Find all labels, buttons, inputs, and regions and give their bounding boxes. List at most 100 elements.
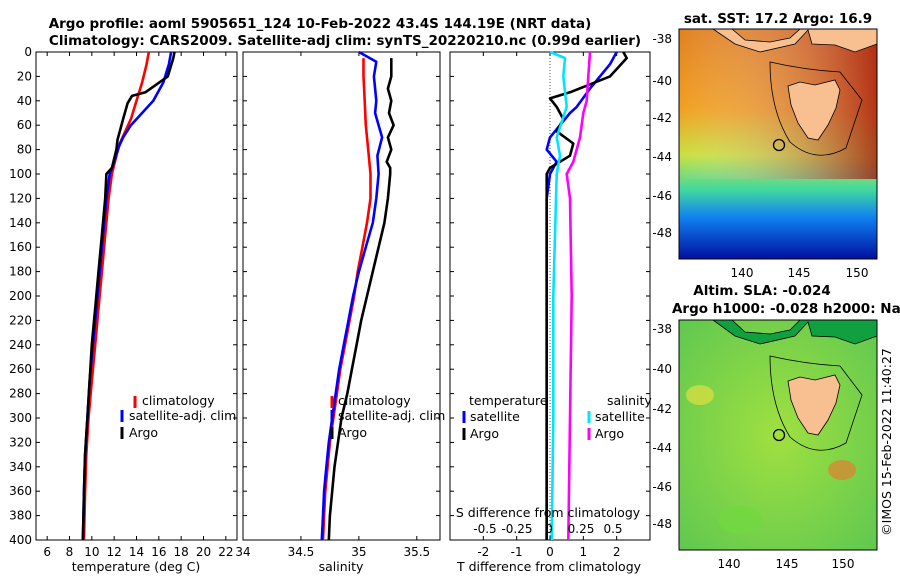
salinity-series: [320, 50, 395, 541]
australia-mainland: [711, 319, 878, 345]
x-tick-label: 12: [107, 545, 122, 559]
temperature-xlabel: temperature (deg C): [72, 559, 201, 574]
lat-tick: -48: [652, 517, 672, 531]
temperature-panel: 0 20 40 60 80 100 120 140 160 180 200 220 240 260 280 3…: [9, 45, 238, 574]
depth-tick-label: 200: [9, 289, 32, 303]
lon-tick: 145: [776, 557, 799, 571]
x-tick-label: 14: [129, 545, 144, 559]
x-tick-label: 18: [174, 545, 189, 559]
lat-tick: -38: [652, 322, 672, 336]
sla-field: [679, 320, 877, 550]
lon-tick: 140: [718, 557, 741, 571]
figure-title-line2: Climatology: CARS2009. Satellite-adj cli…: [49, 33, 641, 49]
depth-tick-label: 100: [9, 167, 32, 181]
x-tick-label: 2: [613, 545, 621, 559]
lat-tick: -42: [652, 402, 672, 416]
depth-tick-label: 0: [24, 45, 32, 59]
tasmania: [787, 374, 841, 436]
temperature-series: [81, 51, 176, 541]
salinity-axes-frame: [242, 51, 441, 541]
x-tick-label: 34: [235, 545, 250, 559]
series-line-argo: [81, 51, 176, 541]
lat-tick: -48: [652, 226, 672, 240]
legend-label-climatology: climatology: [142, 393, 215, 408]
series-line-argo: [327, 58, 395, 541]
legend-label-temp-argo: Argo: [470, 426, 499, 441]
salinity-depth-ticks: [243, 51, 440, 541]
depth-axis-ticks: 0 20 40 60 80 100 120 140 160 180 200 220 240 260 280 3…: [9, 45, 237, 547]
series-line-salinity-argo: [565, 51, 592, 541]
sla-map-title-line2: Argo h1000: -0.028 h2000: NaN: [672, 301, 900, 317]
sla-map-frame: [678, 319, 878, 551]
x-tick-label: 22: [218, 545, 233, 559]
difference-series: [545, 50, 629, 541]
depth-tick-label: 220: [9, 313, 32, 327]
x-tick-label: 10: [84, 545, 99, 559]
depth-tick-label: 260: [9, 362, 32, 376]
x-tick-label: 35: [351, 545, 366, 559]
legend-label-argo: Argo: [129, 425, 158, 440]
lat-tick: -46: [652, 189, 672, 203]
australia-mainland: [711, 28, 878, 53]
difference-panel: -2 -1 0 1 2 T difference from climatology S …: [449, 50, 652, 574]
depth-tick-label: 80: [17, 143, 32, 157]
x-tick-label: -1: [511, 545, 523, 559]
s-tick: 0.25: [568, 522, 595, 536]
t-difference-axis-ticks: -2 -1 0 1 2: [477, 52, 620, 559]
sst-map-title: sat. SST: 17.2 Argo: 16.9: [684, 11, 872, 27]
series-line-temperature-argo: [545, 51, 629, 540]
sst-map-frame: [678, 28, 878, 260]
lon-tick: 150: [846, 266, 869, 280]
sla-map-title-line1: Altim. SLA: -0.024: [693, 283, 830, 299]
legend-label-temp-satellite: satellite: [470, 409, 520, 424]
x-tick-label: -2: [477, 545, 489, 559]
x-tick-label: 16: [151, 545, 166, 559]
figure-title-line1: Argo profile: aoml 5905651_124 10-Feb-20…: [49, 16, 592, 32]
lat-tick: -42: [652, 111, 672, 125]
legend-title-temperature: temperature: [469, 393, 548, 408]
depth-tick-label: 380: [9, 509, 32, 523]
x-tick-label: 35.5: [403, 545, 430, 559]
depth-tick-label: 140: [9, 216, 32, 230]
depth-tick-label: 280: [9, 387, 32, 401]
x-tick-label: 34.5: [288, 545, 315, 559]
argo-position-marker: [772, 138, 786, 152]
x-tick-label: 6: [43, 545, 51, 559]
lat-tick: -46: [652, 480, 672, 494]
lat-tick: -40: [652, 74, 672, 88]
tasmania: [787, 79, 841, 141]
difference-depth-ticks: [450, 51, 650, 541]
lon-tick: 140: [731, 266, 754, 280]
series-line-climatology: [321, 58, 372, 541]
temperature-axis-ticks: 6 8 10 12 14 16 18 20 22: [43, 52, 233, 559]
legend-label-sal-argo: Argo: [595, 426, 624, 441]
legend-title-salinity: salinity: [607, 393, 652, 408]
t-difference-xlabel: T difference from climatology: [456, 559, 642, 574]
depth-tick-label: 180: [9, 265, 32, 279]
legend-label-sal-satellite: satellite: [595, 409, 645, 424]
x-tick-label: 8: [66, 545, 74, 559]
depth-tick-label: 40: [17, 94, 32, 108]
lat-tick: -44: [652, 150, 672, 164]
salinity-panel: 34 34.5 35 35.5 salinity climatology satell…: [235, 50, 445, 574]
depth-tick-label: 360: [9, 484, 32, 498]
sst-bathymetry-contour: [769, 61, 863, 156]
credit-stamp: ©IMOS 15-Feb-2022 11:40:27: [879, 348, 894, 536]
sla-map-panel: Altim. SLA: -0.024 Argo h1000: -0.028 h2…: [652, 283, 900, 571]
s-tick: 0.5: [603, 522, 622, 536]
lat-tick: -40: [652, 362, 672, 376]
depth-tick-label: 20: [17, 69, 32, 83]
sst-map-xticks: 140 145 150: [731, 266, 869, 280]
salinity-xlabel: salinity: [319, 559, 364, 574]
lat-tick: -38: [652, 32, 672, 46]
sla-anomaly: [828, 460, 856, 480]
s-difference-ticklabels: -0.5 -0.25 0 0.25 0.5: [473, 522, 622, 536]
argo-position-marker: [772, 428, 786, 442]
depth-tick-label: 300: [9, 411, 32, 425]
depth-tick-label: 120: [9, 191, 32, 205]
temperature-legend: climatology satellite-adj. clim Argo: [120, 393, 236, 440]
salinity-legend: climatology satellite-adj. clim Argo: [330, 393, 445, 440]
legend-label-satellite-clim: satellite-adj. clim: [338, 408, 445, 423]
salinity-axis-ticks: 34 34.5 35 35.5: [235, 52, 430, 559]
